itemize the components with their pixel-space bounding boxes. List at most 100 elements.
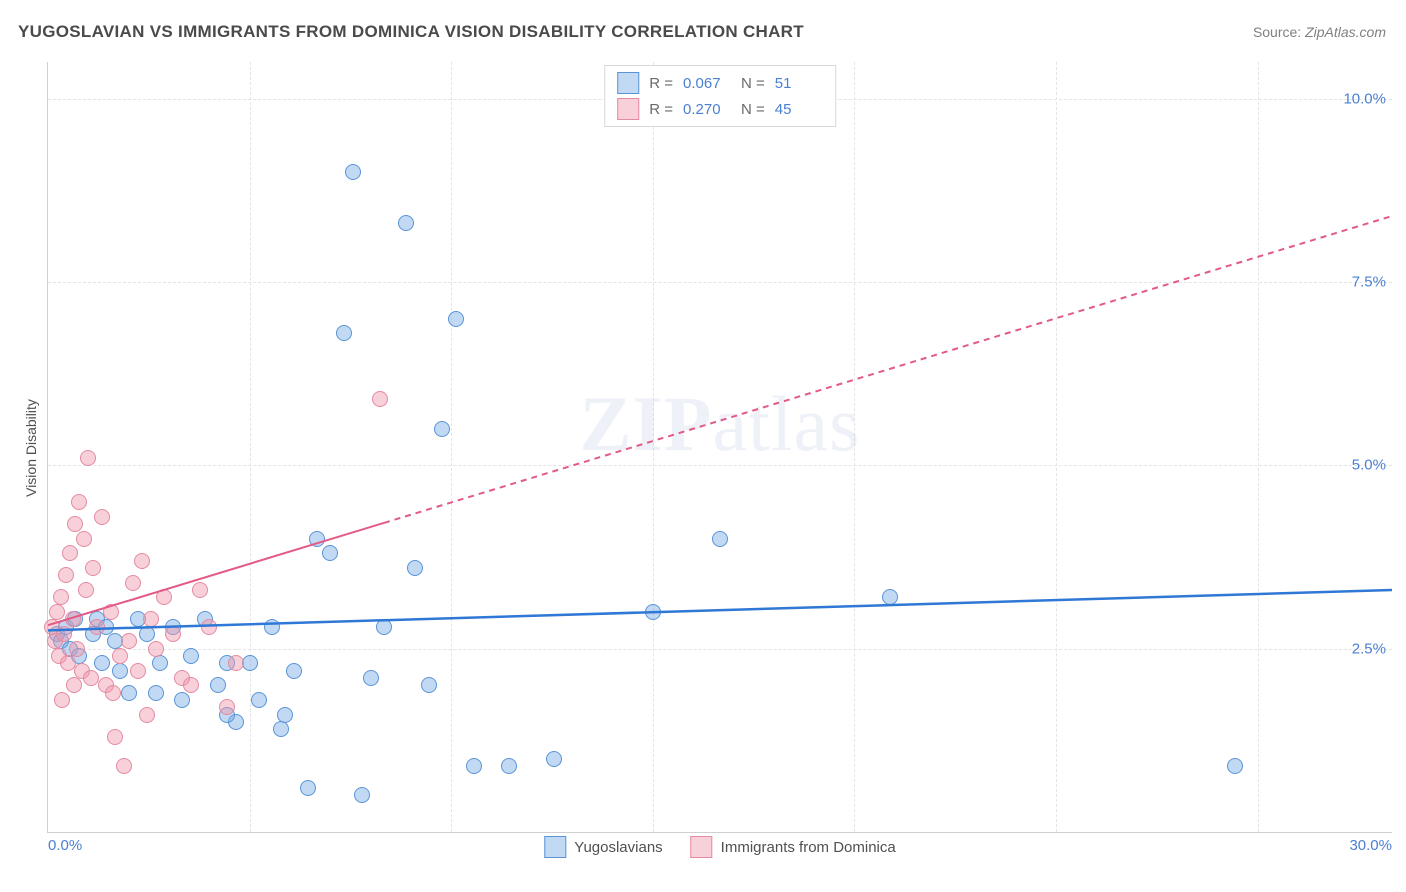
scatter-point xyxy=(80,450,96,466)
y-tick-label: 2.5% xyxy=(1352,640,1386,657)
correlation-legend: R = 0.067 N = 51 R = 0.270 N = 45 xyxy=(604,65,836,127)
scatter-point xyxy=(466,758,482,774)
scatter-point xyxy=(76,531,92,547)
scatter-point xyxy=(300,780,316,796)
watermark: ZIPatlas xyxy=(580,379,861,469)
x-tick-label: 30.0% xyxy=(1349,837,1392,854)
scatter-point xyxy=(89,619,105,635)
scatter-point xyxy=(210,677,226,693)
r-value-yugoslavians: 0.067 xyxy=(683,75,731,92)
scatter-point xyxy=(174,692,190,708)
scatter-point xyxy=(66,677,82,693)
scatter-point xyxy=(372,391,388,407)
scatter-point xyxy=(354,787,370,803)
swatch-yugoslavians xyxy=(617,72,639,94)
r-label: R = xyxy=(649,75,673,92)
scatter-point xyxy=(148,641,164,657)
scatter-point xyxy=(78,582,94,598)
scatter-point xyxy=(94,509,110,525)
series-legend: Yugoslavians Immigrants from Dominica xyxy=(544,836,895,858)
gridline-vertical xyxy=(854,62,855,832)
scatter-point xyxy=(228,655,244,671)
y-tick-label: 7.5% xyxy=(1352,274,1386,291)
scatter-point xyxy=(71,494,87,510)
scatter-point xyxy=(62,545,78,561)
gridline-vertical xyxy=(1056,62,1057,832)
scatter-point xyxy=(1227,758,1243,774)
source-value: ZipAtlas.com xyxy=(1305,24,1386,40)
scatter-point xyxy=(264,619,280,635)
scatter-point xyxy=(139,626,155,642)
scatter-point xyxy=(501,758,517,774)
chart-title: YUGOSLAVIAN VS IMMIGRANTS FROM DOMINICA … xyxy=(18,22,804,42)
scatter-point xyxy=(336,325,352,341)
scatter-point xyxy=(125,575,141,591)
scatter-point xyxy=(273,721,289,737)
scatter-point xyxy=(363,670,379,686)
source-attribution: Source: ZipAtlas.com xyxy=(1253,24,1386,40)
scatter-point xyxy=(94,655,110,671)
scatter-point xyxy=(309,531,325,547)
scatter-point xyxy=(277,707,293,723)
scatter-point xyxy=(421,677,437,693)
scatter-point xyxy=(882,589,898,605)
scatter-point xyxy=(219,699,235,715)
n-label: N = xyxy=(741,101,765,118)
scatter-point xyxy=(183,648,199,664)
gridline-vertical xyxy=(1258,62,1259,832)
legend-item-dominica: Immigrants from Dominica xyxy=(691,836,896,858)
scatter-point xyxy=(83,670,99,686)
scatter-point xyxy=(105,685,121,701)
swatch-icon xyxy=(544,836,566,858)
scatter-point xyxy=(54,692,70,708)
scatter-point xyxy=(398,215,414,231)
scatter-plot-area: ZIPatlas R = 0.067 N = 51 R = 0.270 N = … xyxy=(47,62,1392,833)
scatter-point xyxy=(53,589,69,605)
legend-row-dominica: R = 0.270 N = 45 xyxy=(617,96,823,122)
scatter-point xyxy=(165,626,181,642)
legend-row-yugoslavians: R = 0.067 N = 51 xyxy=(617,70,823,96)
scatter-point xyxy=(286,663,302,679)
r-label: R = xyxy=(649,101,673,118)
scatter-point xyxy=(103,604,119,620)
scatter-point xyxy=(121,633,137,649)
scatter-point xyxy=(322,545,338,561)
scatter-point xyxy=(58,567,74,583)
y-tick-label: 5.0% xyxy=(1352,457,1386,474)
y-axis-label: Vision Disability xyxy=(23,399,39,497)
scatter-point xyxy=(251,692,267,708)
gridline-vertical xyxy=(250,62,251,832)
scatter-point xyxy=(139,707,155,723)
scatter-point xyxy=(152,655,168,671)
scatter-point xyxy=(67,516,83,532)
gridline-vertical xyxy=(653,62,654,832)
n-value-yugoslavians: 51 xyxy=(775,75,823,92)
swatch-icon xyxy=(691,836,713,858)
scatter-point xyxy=(546,751,562,767)
scatter-point xyxy=(345,164,361,180)
scatter-point xyxy=(143,611,159,627)
scatter-point xyxy=(69,641,85,657)
scatter-point xyxy=(112,663,128,679)
scatter-point xyxy=(183,677,199,693)
scatter-point xyxy=(56,626,72,642)
swatch-dominica xyxy=(617,98,639,120)
scatter-point xyxy=(116,758,132,774)
scatter-point xyxy=(85,560,101,576)
scatter-point xyxy=(107,729,123,745)
legend-item-yugoslavians: Yugoslavians xyxy=(544,836,662,858)
legend-label-yugoslavians: Yugoslavians xyxy=(574,839,662,856)
n-label: N = xyxy=(741,75,765,92)
scatter-point xyxy=(130,663,146,679)
scatter-point xyxy=(201,619,217,635)
x-tick-label: 0.0% xyxy=(48,837,82,854)
scatter-point xyxy=(192,582,208,598)
scatter-point xyxy=(156,589,172,605)
scatter-point xyxy=(407,560,423,576)
y-tick-label: 10.0% xyxy=(1343,90,1386,107)
scatter-point xyxy=(134,553,150,569)
scatter-point xyxy=(434,421,450,437)
scatter-point xyxy=(112,648,128,664)
r-value-dominica: 0.270 xyxy=(683,101,731,118)
legend-label-dominica: Immigrants from Dominica xyxy=(721,839,896,856)
